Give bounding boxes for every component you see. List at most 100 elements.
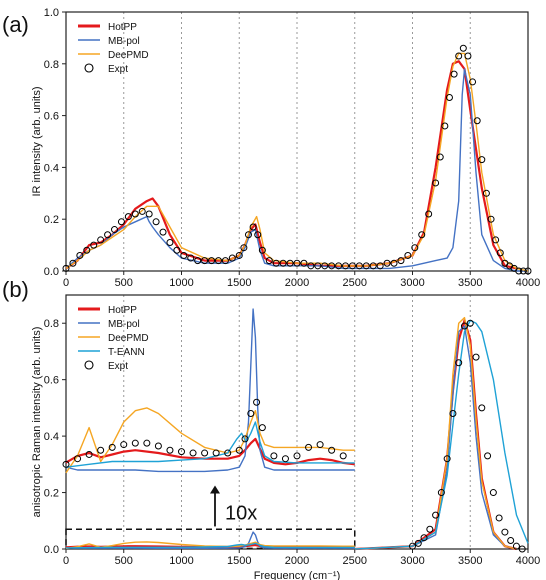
- series-mb-pol-magnified-line: [65, 308, 355, 473]
- expt-point: [437, 489, 445, 497]
- expt-point: [258, 246, 266, 254]
- expt-point: [281, 455, 289, 463]
- expt-point: [445, 93, 453, 101]
- series-t-eann-line: [354, 319, 529, 550]
- legend-entry-deepmd: DeePMD: [78, 50, 149, 61]
- expt-point: [478, 156, 486, 164]
- expt-point: [455, 52, 463, 60]
- expt-point: [240, 244, 248, 252]
- series-hotpp: [65, 60, 517, 270]
- expt-point: [307, 262, 315, 270]
- expt-point: [328, 262, 336, 270]
- expt-point: [455, 359, 463, 367]
- expt-point: [187, 254, 195, 262]
- expt-point: [62, 460, 70, 468]
- panel-a: 0 500 1000 1500 2000 2500 3000 3500 4000 0.0 0.2 0.…: [2, 7, 540, 289]
- expt-point: [214, 257, 222, 265]
- expt-point: [305, 443, 313, 451]
- expt-point: [482, 189, 490, 197]
- expt-point: [495, 514, 503, 522]
- expt-point: [265, 257, 273, 265]
- y-tick-label: 0.8: [44, 318, 59, 330]
- expt-point: [235, 251, 243, 259]
- expt-point: [117, 218, 125, 226]
- expt-point: [69, 259, 77, 267]
- expt-point: [159, 228, 167, 236]
- expt-point: [369, 262, 377, 270]
- x-tick-label: 1000: [169, 277, 193, 289]
- expt-point: [339, 452, 347, 460]
- series-hotpp-line: [354, 319, 517, 551]
- expt-point: [362, 262, 370, 270]
- expt-point: [189, 449, 197, 457]
- expt-point: [469, 78, 477, 86]
- expt-point: [321, 262, 329, 270]
- expt-point: [449, 410, 457, 418]
- expt-point: [104, 231, 112, 239]
- x-tick-label: 2500: [343, 277, 367, 289]
- series-mb-pol-line: [354, 325, 517, 550]
- expt-point: [111, 226, 119, 234]
- expt-point: [124, 213, 132, 221]
- expt-point: [519, 267, 527, 275]
- expt-point: [178, 448, 185, 456]
- expt-point: [436, 153, 444, 161]
- expt-point: [355, 262, 363, 270]
- y-tick-label: 0.2: [44, 214, 59, 226]
- legend-entry-hotpp: HotPP: [78, 305, 137, 316]
- expt-point: [131, 439, 139, 447]
- legend-entry-mb-pol: MB-pol: [78, 319, 140, 330]
- expt-point: [300, 259, 308, 267]
- magnify-arrow-head: [209, 485, 220, 494]
- legend-label: MB-pol: [108, 319, 140, 330]
- legend-label: DeePMD: [108, 50, 149, 61]
- series-deepmd: [65, 52, 529, 272]
- expt-point: [472, 353, 480, 361]
- legend: HotPP MB-pol DeePMD T-EANN Expt: [78, 305, 149, 372]
- x-tick-label: 0: [63, 277, 69, 289]
- expt-point: [83, 246, 91, 254]
- expt-point: [74, 455, 82, 463]
- y-tick-label: 0.0: [44, 266, 59, 278]
- expt-point: [201, 449, 209, 457]
- expt-point: [515, 267, 523, 275]
- y-axis-label: IR intensity (arb. units): [31, 86, 43, 196]
- x-axis-label: Frequency (cm⁻¹): [254, 570, 341, 580]
- expt-point: [459, 44, 467, 52]
- expt-point: [316, 441, 324, 449]
- expt-point: [120, 441, 128, 449]
- expt-point: [108, 443, 116, 451]
- legend-label: MB-pol: [108, 36, 140, 47]
- expt-point: [383, 259, 391, 267]
- legend-swatch: [84, 63, 94, 73]
- expt-point: [62, 264, 70, 272]
- panel-b: 0 500 1000 1500 2000 2500 3000 3500 4000 0.0 0.2 0.…: [2, 277, 540, 580]
- expt-point: [272, 259, 280, 267]
- expt-point: [253, 398, 261, 406]
- expt-point: [208, 257, 216, 265]
- expt-point: [489, 489, 497, 497]
- x-tick-label: 0: [63, 555, 69, 567]
- panel-label: (a): [2, 12, 29, 37]
- legend-label: HotPP: [108, 22, 137, 33]
- expt-point: [342, 262, 350, 270]
- expt-point: [524, 267, 532, 275]
- x-tick-label: 3500: [458, 277, 482, 289]
- series-hotpp-magnified-line: [65, 437, 355, 466]
- expt-point: [224, 449, 232, 457]
- series-deepmd-line: [65, 52, 529, 272]
- series-mb-pol-line: [65, 68, 528, 272]
- legend-label: HotPP: [108, 305, 137, 316]
- expt-point: [166, 239, 174, 247]
- expt-point: [228, 254, 236, 262]
- expt-point: [244, 231, 252, 239]
- expt-point: [411, 244, 419, 252]
- expt-point: [235, 446, 243, 454]
- x-tick-label: 500: [115, 277, 133, 289]
- legend-entry-hotpp: HotPP: [78, 22, 137, 33]
- expt-point: [293, 259, 301, 267]
- x-tick-label: 4000: [516, 277, 540, 289]
- x-tick-label: 3000: [400, 277, 424, 289]
- y-tick-label: 0.6: [44, 375, 59, 387]
- expt-point: [97, 446, 105, 454]
